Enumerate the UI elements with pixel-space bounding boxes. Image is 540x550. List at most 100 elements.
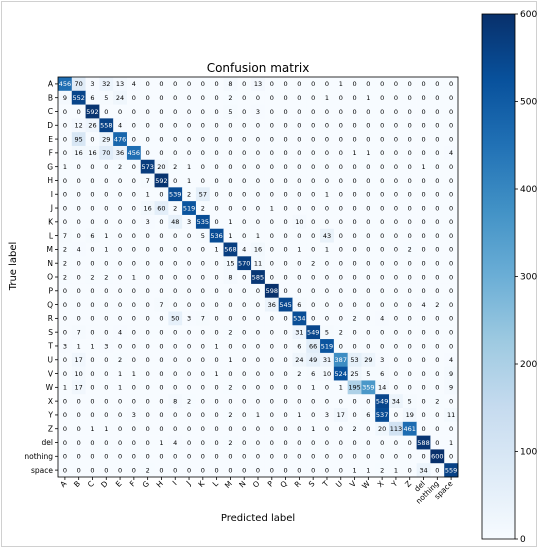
heatmap-cell	[306, 283, 321, 298]
heatmap-cell	[402, 463, 417, 478]
cell-value-label: 0	[242, 80, 246, 88]
cell-value-label: 2	[104, 273, 108, 281]
heatmap-cell	[99, 214, 114, 230]
cell-value-label: 0	[104, 315, 108, 323]
cell-value-label: 0	[256, 163, 260, 171]
cell-value-label: 0	[297, 80, 301, 88]
heatmap-cell	[430, 449, 445, 464]
heatmap-cell	[375, 283, 390, 298]
cell-value-label: 0	[146, 356, 150, 364]
x-tick-label: A	[58, 478, 69, 489]
heatmap-cell	[292, 242, 307, 257]
heatmap-cell	[140, 421, 155, 436]
cell-value-label: 0	[201, 466, 205, 474]
heatmap-cell	[223, 311, 238, 326]
cell-value-label: 0	[421, 177, 425, 185]
cell-value-label: 0	[77, 204, 81, 212]
heatmap-cell	[375, 173, 390, 188]
x-tick-label: R	[293, 479, 303, 489]
cell-value-label: 2	[228, 439, 232, 447]
heatmap-cell	[402, 132, 417, 147]
heatmap-cell	[71, 449, 86, 464]
heatmap-cell	[402, 242, 417, 257]
cell-value-label: 0	[146, 439, 150, 447]
cell-value-label: 0	[325, 466, 329, 474]
cell-value-label: 0	[242, 163, 246, 171]
cell-value-label: 0	[146, 287, 150, 295]
cell-value-label: 0	[325, 287, 329, 295]
cell-value-label: 0	[311, 301, 315, 309]
cell-value-label: 0	[435, 108, 439, 116]
heatmap-cell	[71, 145, 86, 161]
heatmap-cell	[58, 132, 73, 147]
heatmap-cell	[333, 159, 348, 174]
cell-value-label: 0	[132, 384, 136, 392]
heatmap-cell	[361, 242, 376, 257]
heatmap-cell	[154, 435, 169, 450]
cell-value-label: 0	[201, 273, 205, 281]
cell-value-label: 0	[242, 108, 246, 116]
heatmap-cell	[292, 352, 307, 367]
heatmap-cell	[99, 339, 114, 354]
cell-value-label: 0	[394, 232, 398, 240]
heatmap-cell	[375, 201, 390, 216]
cell-value-label: 57	[199, 191, 207, 199]
cell-value-label: 537	[376, 411, 388, 419]
heatmap-cell	[333, 90, 348, 105]
heatmap-cell	[209, 118, 224, 133]
heatmap-cell	[237, 90, 252, 105]
cell-value-label: 0	[421, 80, 425, 88]
heatmap-cell	[361, 256, 376, 271]
heatmap-cell	[154, 270, 169, 285]
heatmap-cell	[333, 339, 348, 354]
heatmap-cell	[237, 242, 252, 257]
heatmap-cell	[58, 435, 73, 450]
heatmap-cell	[182, 352, 197, 367]
cell-value-label: 0	[435, 287, 439, 295]
heatmap-cell	[251, 159, 266, 174]
heatmap-cell	[223, 159, 238, 174]
heatmap-cell	[209, 435, 224, 450]
heatmap-cell	[182, 187, 197, 202]
cell-value-label: 0	[201, 122, 205, 130]
heatmap-cell	[320, 449, 335, 464]
cell-value-label: 0	[228, 163, 232, 171]
cell-value-label: 598	[266, 287, 278, 295]
heatmap-cell	[195, 270, 211, 285]
cell-value-label: 0	[352, 328, 356, 336]
cell-value-label: 0	[159, 260, 163, 268]
heatmap-cell	[278, 421, 293, 436]
heatmap-cell	[361, 214, 376, 230]
cell-value-label: 26	[88, 122, 96, 130]
cell-value-label: 0	[118, 108, 122, 116]
heatmap-cell	[402, 270, 417, 285]
heatmap-cell	[375, 118, 390, 133]
cell-value-label: 0	[339, 453, 343, 461]
heatmap-cell	[444, 421, 459, 436]
cell-value-label: 0	[380, 260, 384, 268]
heatmap-cell	[71, 435, 86, 450]
heatmap-cell	[154, 145, 169, 161]
heatmap-cell	[333, 435, 348, 450]
cell-value-label: 0	[408, 204, 412, 212]
heatmap-cell	[416, 187, 431, 202]
heatmap-cell	[430, 311, 445, 326]
heatmap-cell	[347, 408, 362, 423]
colorbar-tick-label: 600	[520, 10, 537, 20]
heatmap-cell	[154, 173, 169, 188]
cell-value-label: 0	[159, 135, 163, 143]
cell-value-label: 0	[201, 135, 205, 143]
heatmap-cell	[333, 311, 348, 326]
cell-value-label: 0	[421, 342, 425, 350]
cell-value-label: 0	[270, 108, 274, 116]
heatmap-cell	[278, 283, 293, 298]
heatmap-cell	[444, 325, 459, 340]
y-tick-label: R	[48, 314, 53, 323]
cell-value-label: 0	[63, 439, 67, 447]
cell-value-label: 0	[242, 177, 246, 185]
heatmap-cell	[292, 256, 307, 271]
heatmap-cell	[278, 214, 293, 230]
heatmap-cell	[278, 352, 293, 367]
heatmap-cell	[430, 463, 445, 478]
heatmap-cell	[347, 187, 362, 202]
